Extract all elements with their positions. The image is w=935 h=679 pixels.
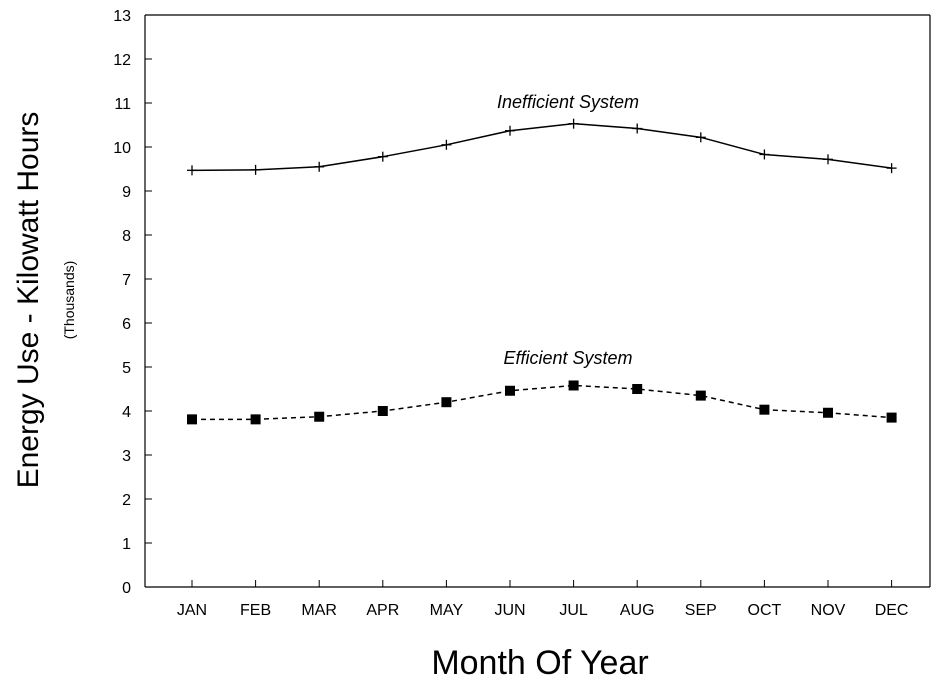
- y-axis-title: Energy Use - Kilowatt Hours: [12, 112, 45, 489]
- x-tick-label: JUN: [494, 602, 525, 619]
- data-point-square: [759, 404, 770, 415]
- x-axis: JAN FEB MAR APR MAY JUN JUL AUG SEP OCT NOV DEC: [177, 580, 909, 619]
- x-tick-label: SEP: [685, 602, 717, 619]
- x-tick-label: MAR: [301, 602, 337, 619]
- data-point-plus: [695, 132, 706, 143]
- x-tick-label: NOV: [811, 602, 846, 619]
- series-label-inefficient: Inefficient System: [497, 92, 639, 112]
- y-tick-label: 3: [122, 448, 131, 465]
- data-point-plus: [568, 118, 579, 129]
- x-tick-label: MAY: [430, 602, 464, 619]
- y-tick-label: 13: [113, 8, 131, 25]
- series-line-0: [191, 122, 892, 172]
- data-point-square: [632, 384, 643, 394]
- plot-frame: [144, 14, 931, 588]
- y-tick-label: 12: [113, 52, 131, 69]
- y-tick-label: 6: [122, 316, 131, 333]
- data-point-square: [695, 390, 706, 401]
- data-point-plus: [314, 161, 325, 172]
- series-label-efficient: Efficient System: [503, 348, 632, 368]
- y-tick-label: 4: [122, 404, 131, 421]
- data-point-plus: [632, 123, 643, 134]
- y-tick-label: 10: [113, 140, 131, 157]
- data-point-plus: [250, 164, 261, 175]
- data-point-square: [314, 411, 325, 422]
- x-tick-label: FEB: [240, 602, 271, 619]
- data-point-plus: [505, 125, 515, 136]
- data-point-square: [886, 412, 897, 423]
- data-point-square: [250, 414, 261, 425]
- data-point-plus: [759, 149, 770, 160]
- x-tick-label: DEC: [875, 602, 909, 619]
- y-tick-label: 1: [122, 536, 131, 553]
- data-point-plus: [187, 165, 197, 176]
- data-point-square: [568, 380, 579, 391]
- x-tick-label: OCT: [748, 602, 782, 619]
- data-point-plus: [886, 163, 897, 174]
- data-point-square: [187, 414, 197, 425]
- x-tick-label: APR: [366, 602, 399, 619]
- x-tick-label: JUL: [559, 602, 588, 619]
- data-point-plus: [441, 139, 452, 150]
- y-tick-label: 5: [122, 360, 131, 377]
- data-point-plus: [823, 154, 833, 165]
- data-point-square: [505, 385, 515, 396]
- series-layer: [187, 118, 897, 425]
- data-point-square: [823, 407, 833, 418]
- x-axis-title: Month Of Year: [431, 644, 648, 679]
- series-line-1: [192, 384, 892, 421]
- y-tick-label: 11: [114, 96, 131, 113]
- y-tick-label: 7: [122, 272, 131, 289]
- data-point-square: [441, 397, 452, 408]
- x-tick-label: AUG: [620, 602, 655, 619]
- y-tick-label: 8: [122, 228, 131, 245]
- x-tick-label: JAN: [177, 602, 207, 619]
- data-point-plus: [377, 151, 388, 162]
- y-tick-label: 9: [122, 184, 131, 201]
- y-axis-subtitle: (Thousands): [61, 261, 77, 340]
- y-tick-label: 0: [122, 580, 131, 597]
- y-tick-label: 2: [122, 492, 131, 509]
- data-point-square: [377, 406, 388, 416]
